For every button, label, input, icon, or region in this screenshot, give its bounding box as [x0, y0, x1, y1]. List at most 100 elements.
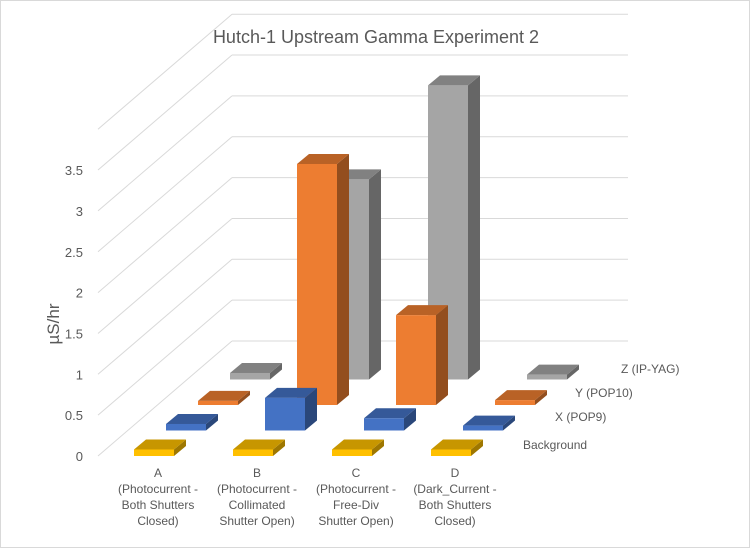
- bar-side-face: [369, 169, 381, 380]
- bar-top-face: [396, 305, 448, 316]
- x-category-label-line: Free-Div: [333, 498, 379, 512]
- bar-front-face: [364, 418, 404, 431]
- x-category-label-line: (Photocurrent -: [316, 482, 396, 496]
- y-tick-label: 1: [76, 367, 83, 382]
- x-category-label: D (Dark_Current - Both Shutters Closed): [413, 466, 496, 528]
- bar-front-face: [332, 449, 372, 456]
- bar-front-face: [230, 372, 270, 380]
- bar: [198, 390, 250, 405]
- x-category-label-line: Closed): [137, 514, 178, 528]
- x-category-label-line: Shutter Open): [318, 514, 393, 528]
- bar-front-face: [134, 449, 174, 456]
- x-category-label: A (Photocurrent - Both Shutters Closed): [118, 466, 198, 528]
- bar-side-face: [404, 408, 416, 431]
- bar-side-face: [436, 305, 448, 405]
- bar-front-face: [265, 397, 305, 431]
- bar: [297, 153, 349, 405]
- bar: [527, 364, 579, 380]
- bar: [332, 439, 384, 456]
- bar-side-face: [337, 153, 349, 405]
- bar-top-face: [428, 75, 480, 86]
- bar-top-face: [230, 362, 282, 373]
- bar-front-face: [233, 449, 273, 456]
- bar: [134, 439, 186, 456]
- bar-front-face: [495, 400, 535, 405]
- bar-side-face: [273, 439, 285, 456]
- bar-side-face: [471, 439, 483, 456]
- x-category-label-line: D: [451, 466, 460, 480]
- x-category-label-line: B: [253, 466, 261, 480]
- gridline-side: [97, 340, 233, 457]
- gridline-side: [97, 54, 233, 171]
- bar-top-face: [332, 439, 384, 450]
- x-category-label: C (Photocurrent - Free-Div Shutter Open): [316, 466, 396, 528]
- bar-side-face: [305, 387, 317, 431]
- x-category-label-line: C: [352, 466, 361, 480]
- y-tick-label: 3.5: [65, 163, 83, 178]
- depth-axis-series-labels: Background X (POP9) Y (POP10) Z (IP-YAG): [523, 362, 679, 452]
- bar-top-face: [297, 153, 349, 164]
- series-label: Background: [523, 438, 587, 452]
- bar-front-face: [463, 425, 503, 431]
- bar: [364, 408, 416, 431]
- bar: [495, 390, 547, 405]
- bar: [463, 415, 515, 431]
- x-category-label-line: A: [154, 466, 162, 480]
- x-category-label-line: (Photocurrent -: [217, 482, 297, 496]
- y-tick-label: 3: [76, 204, 83, 219]
- bar-top-face: [495, 390, 547, 401]
- bar-side-face: [372, 439, 384, 456]
- bar-side-face: [238, 390, 250, 405]
- bar-side-face: [468, 75, 480, 380]
- x-category-label-line: Closed): [434, 514, 475, 528]
- gridline-side: [97, 13, 233, 130]
- x-category-label-line: Both Shutters: [419, 498, 492, 512]
- x-category-label-line: Shutter Open): [219, 514, 294, 528]
- bar-top-face: [233, 439, 285, 450]
- chart-title: Hutch-1 Upstream Gamma Experiment 2: [213, 27, 539, 47]
- bar: [396, 305, 448, 405]
- bar-side-face: [535, 390, 547, 405]
- y-tick-label: 0.5: [65, 408, 83, 423]
- y-axis-label: µS/hr: [44, 303, 63, 344]
- bar-side-face: [270, 362, 282, 380]
- x-category-label-line: Collimated: [229, 498, 286, 512]
- gridline-side: [97, 95, 233, 212]
- x-category-label-line: (Dark_Current -: [413, 482, 496, 496]
- bar-side-face: [174, 439, 186, 456]
- bar-top-face: [463, 415, 515, 426]
- x-category-label-line: (Photocurrent -: [118, 482, 198, 496]
- y-tick-label: 1.5: [65, 326, 83, 341]
- bar-top-face: [431, 439, 483, 450]
- bar-top-face: [198, 390, 250, 401]
- gridline-side: [97, 258, 233, 375]
- bar-top-face: [527, 364, 579, 375]
- y-axis-ticks: 0 0.5 1 1.5 2 2.5 3 3.5: [65, 163, 83, 464]
- bar: [265, 387, 317, 431]
- x-category-label-line: Both Shutters: [122, 498, 195, 512]
- bar-top-face: [364, 408, 416, 419]
- x-axis-categories: A (Photocurrent - Both Shutters Closed) B (Ph…: [118, 466, 497, 528]
- y-tick-label: 2: [76, 286, 83, 301]
- bar-top-face: [265, 387, 317, 398]
- series-label: Y (POP10): [575, 386, 633, 400]
- gridline-side: [97, 218, 233, 334]
- x-category-label: B (Photocurrent - Collimated Shutter Open): [217, 466, 297, 528]
- bar-front-face: [431, 449, 471, 456]
- bar-top-face: [166, 413, 218, 424]
- y-tick-label: 2.5: [65, 245, 83, 260]
- bar-top-face: [134, 439, 186, 450]
- gridline-side: [97, 136, 233, 253]
- gridline-side: [97, 177, 233, 293]
- gridline-side: [97, 299, 233, 416]
- bar-side-face: [206, 413, 218, 431]
- bar-front-face: [396, 315, 436, 405]
- bar-front-face: [166, 423, 206, 431]
- series-label: Z (IP-YAG): [621, 362, 679, 376]
- bar-front-face: [198, 400, 238, 405]
- bar-front-face: [297, 163, 337, 405]
- bar: [431, 439, 483, 456]
- bar-front-face: [527, 374, 567, 380]
